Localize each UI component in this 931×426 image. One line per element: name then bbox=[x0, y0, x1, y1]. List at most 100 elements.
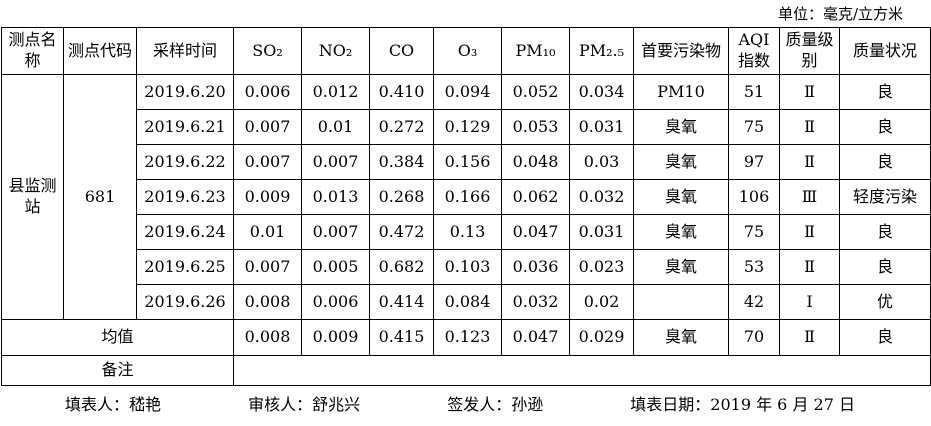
cell-so2: 0.009 bbox=[233, 179, 302, 215]
cell-pm25: 0.023 bbox=[569, 249, 634, 285]
cell-so2: 0.007 bbox=[233, 144, 302, 180]
station-name-cell: 县监测站 bbox=[1, 74, 64, 320]
cell-primary-pollutant: 臭氧 bbox=[633, 249, 729, 285]
cell-so2: 0.008 bbox=[233, 319, 302, 356]
column-header-aqi: AQI指数 bbox=[728, 27, 780, 75]
cell-co: 0.414 bbox=[369, 284, 434, 320]
cell-date: 2019.6.20 bbox=[136, 74, 234, 110]
mean-row-label: 均值 bbox=[1, 319, 234, 356]
cell-aqi: 97 bbox=[728, 144, 780, 180]
cell-quality-level: Ⅱ bbox=[779, 249, 840, 285]
cell-quality-level: Ⅱ bbox=[779, 214, 840, 250]
cell-no2: 0.006 bbox=[301, 284, 370, 320]
cell-quality-status: 轻度污染 bbox=[839, 179, 931, 215]
cell-quality-status: 良 bbox=[839, 144, 931, 180]
column-header-no2: NO₂ bbox=[301, 27, 370, 75]
cell-so2: 0.008 bbox=[233, 284, 302, 320]
column-header-quality-level: 质量级别 bbox=[779, 27, 840, 75]
cell-o3: 0.156 bbox=[433, 144, 502, 180]
cell-date: 2019.6.26 bbox=[136, 284, 234, 320]
cell-aqi: 75 bbox=[728, 109, 780, 145]
cell-no2: 0.007 bbox=[301, 214, 370, 250]
cell-quality-status: 良 bbox=[839, 249, 931, 285]
cell-co: 0.472 bbox=[369, 214, 434, 250]
cell-quality-status: 良 bbox=[839, 214, 931, 250]
cell-quality-status: 良 bbox=[839, 109, 931, 145]
cell-pm25: 0.02 bbox=[569, 284, 634, 320]
table-row: 2019.6.22 0.007 0.007 0.384 0.156 0.048 … bbox=[2, 144, 931, 180]
column-header-co: CO bbox=[369, 27, 434, 75]
cell-o3: 0.166 bbox=[433, 179, 502, 215]
column-header-sample-date: 采样时间 bbox=[136, 27, 234, 75]
cell-o3: 0.103 bbox=[433, 249, 502, 285]
cell-quality-level: Ⅱ bbox=[779, 144, 840, 180]
signature-footer: 填表人：嵇艳 审核人：舒兆兴 签发人：孙逊 填表日期：2019 年 6 月 27… bbox=[0, 386, 931, 419]
column-header-station-name: 测点名称 bbox=[1, 27, 64, 75]
cell-aqi: 75 bbox=[728, 214, 780, 250]
cell-aqi: 51 bbox=[728, 74, 780, 110]
remark-value-cell bbox=[233, 355, 931, 386]
air-quality-table: 测点名称 测点代码 采样时间 SO₂ NO₂ CO O₃ PM₁₀ PM₂.₅ … bbox=[1, 27, 931, 386]
cell-co: 0.415 bbox=[369, 319, 434, 356]
unit-label: 单位：毫克/立方米 bbox=[777, 5, 903, 23]
cell-o3: 0.129 bbox=[433, 109, 502, 145]
column-header-pm25: PM₂.₅ bbox=[569, 27, 634, 75]
cell-pm10: 0.053 bbox=[501, 109, 570, 145]
cell-quality-level: Ⅰ bbox=[779, 284, 840, 320]
column-header-pm10: PM₁₀ bbox=[501, 27, 570, 75]
station-code-cell: 681 bbox=[63, 74, 137, 320]
cell-pm25: 0.031 bbox=[569, 214, 634, 250]
cell-primary-pollutant: 臭氧 bbox=[633, 179, 729, 215]
cell-no2: 0.013 bbox=[301, 179, 370, 215]
table-row: 2019.6.21 0.007 0.01 0.272 0.129 0.053 0… bbox=[2, 109, 931, 145]
cell-pm10: 0.032 bbox=[501, 284, 570, 320]
cell-primary-pollutant bbox=[633, 284, 729, 320]
cell-pm25: 0.034 bbox=[569, 74, 634, 110]
cell-primary-pollutant: PM10 bbox=[633, 74, 729, 110]
cell-o3: 0.094 bbox=[433, 74, 502, 110]
cell-co: 0.682 bbox=[369, 249, 434, 285]
cell-so2: 0.01 bbox=[233, 214, 302, 250]
cell-primary-pollutant: 臭氧 bbox=[633, 214, 729, 250]
cell-co: 0.272 bbox=[369, 109, 434, 145]
cell-quality-status: 良 bbox=[839, 74, 931, 110]
column-header-quality-status: 质量状况 bbox=[839, 27, 931, 75]
cell-quality-level: Ⅱ bbox=[779, 74, 840, 110]
cell-no2: 0.005 bbox=[301, 249, 370, 285]
cell-co: 0.384 bbox=[369, 144, 434, 180]
cell-pm10: 0.062 bbox=[501, 179, 570, 215]
fill-date-label: 填表日期：2019 年 6 月 27 日 bbox=[630, 394, 855, 414]
cell-date: 2019.6.24 bbox=[136, 214, 234, 250]
cell-so2: 0.006 bbox=[233, 74, 302, 110]
cell-date: 2019.6.23 bbox=[136, 179, 234, 215]
table-row: 2019.6.25 0.007 0.005 0.682 0.103 0.036 … bbox=[2, 249, 931, 285]
cell-no2: 0.007 bbox=[301, 144, 370, 180]
cell-quality-status: 良 bbox=[839, 319, 931, 356]
cell-so2: 0.007 bbox=[233, 249, 302, 285]
table-row: 2019.6.23 0.009 0.013 0.268 0.166 0.062 … bbox=[2, 179, 931, 215]
cell-so2: 0.007 bbox=[233, 109, 302, 145]
cell-primary-pollutant: 臭氧 bbox=[633, 319, 729, 356]
cell-no2: 0.009 bbox=[301, 319, 370, 356]
mean-row: 均值 0.008 0.009 0.415 0.123 0.047 0.029 臭… bbox=[1, 319, 931, 356]
cell-aqi: 53 bbox=[728, 249, 780, 285]
cell-aqi: 106 bbox=[728, 179, 780, 215]
reviewed-by-label: 审核人：舒兆兴 bbox=[248, 394, 361, 414]
table-row: 2019.6.24 0.01 0.007 0.472 0.13 0.047 0.… bbox=[2, 214, 931, 250]
cell-co: 0.410 bbox=[369, 74, 434, 110]
cell-pm25: 0.029 bbox=[569, 319, 634, 356]
remark-row: 备注 bbox=[1, 355, 931, 386]
cell-pm25: 0.032 bbox=[569, 179, 634, 215]
cell-pm10: 0.052 bbox=[501, 74, 570, 110]
cell-quality-level: Ⅱ bbox=[779, 109, 840, 145]
cell-quality-status: 优 bbox=[839, 284, 931, 320]
cell-quality-level: Ⅱ bbox=[779, 319, 840, 356]
filled-by-label: 填表人：嵇艳 bbox=[65, 394, 162, 414]
column-header-o3: O₃ bbox=[433, 27, 502, 75]
cell-date: 2019.6.22 bbox=[136, 144, 234, 180]
column-header-so2: SO₂ bbox=[233, 27, 302, 75]
issued-by-label: 签发人：孙逊 bbox=[447, 394, 544, 414]
remark-row-label: 备注 bbox=[1, 355, 234, 386]
cell-pm10: 0.047 bbox=[501, 319, 570, 356]
column-header-primary-pollutant: 首要污染物 bbox=[633, 27, 729, 75]
